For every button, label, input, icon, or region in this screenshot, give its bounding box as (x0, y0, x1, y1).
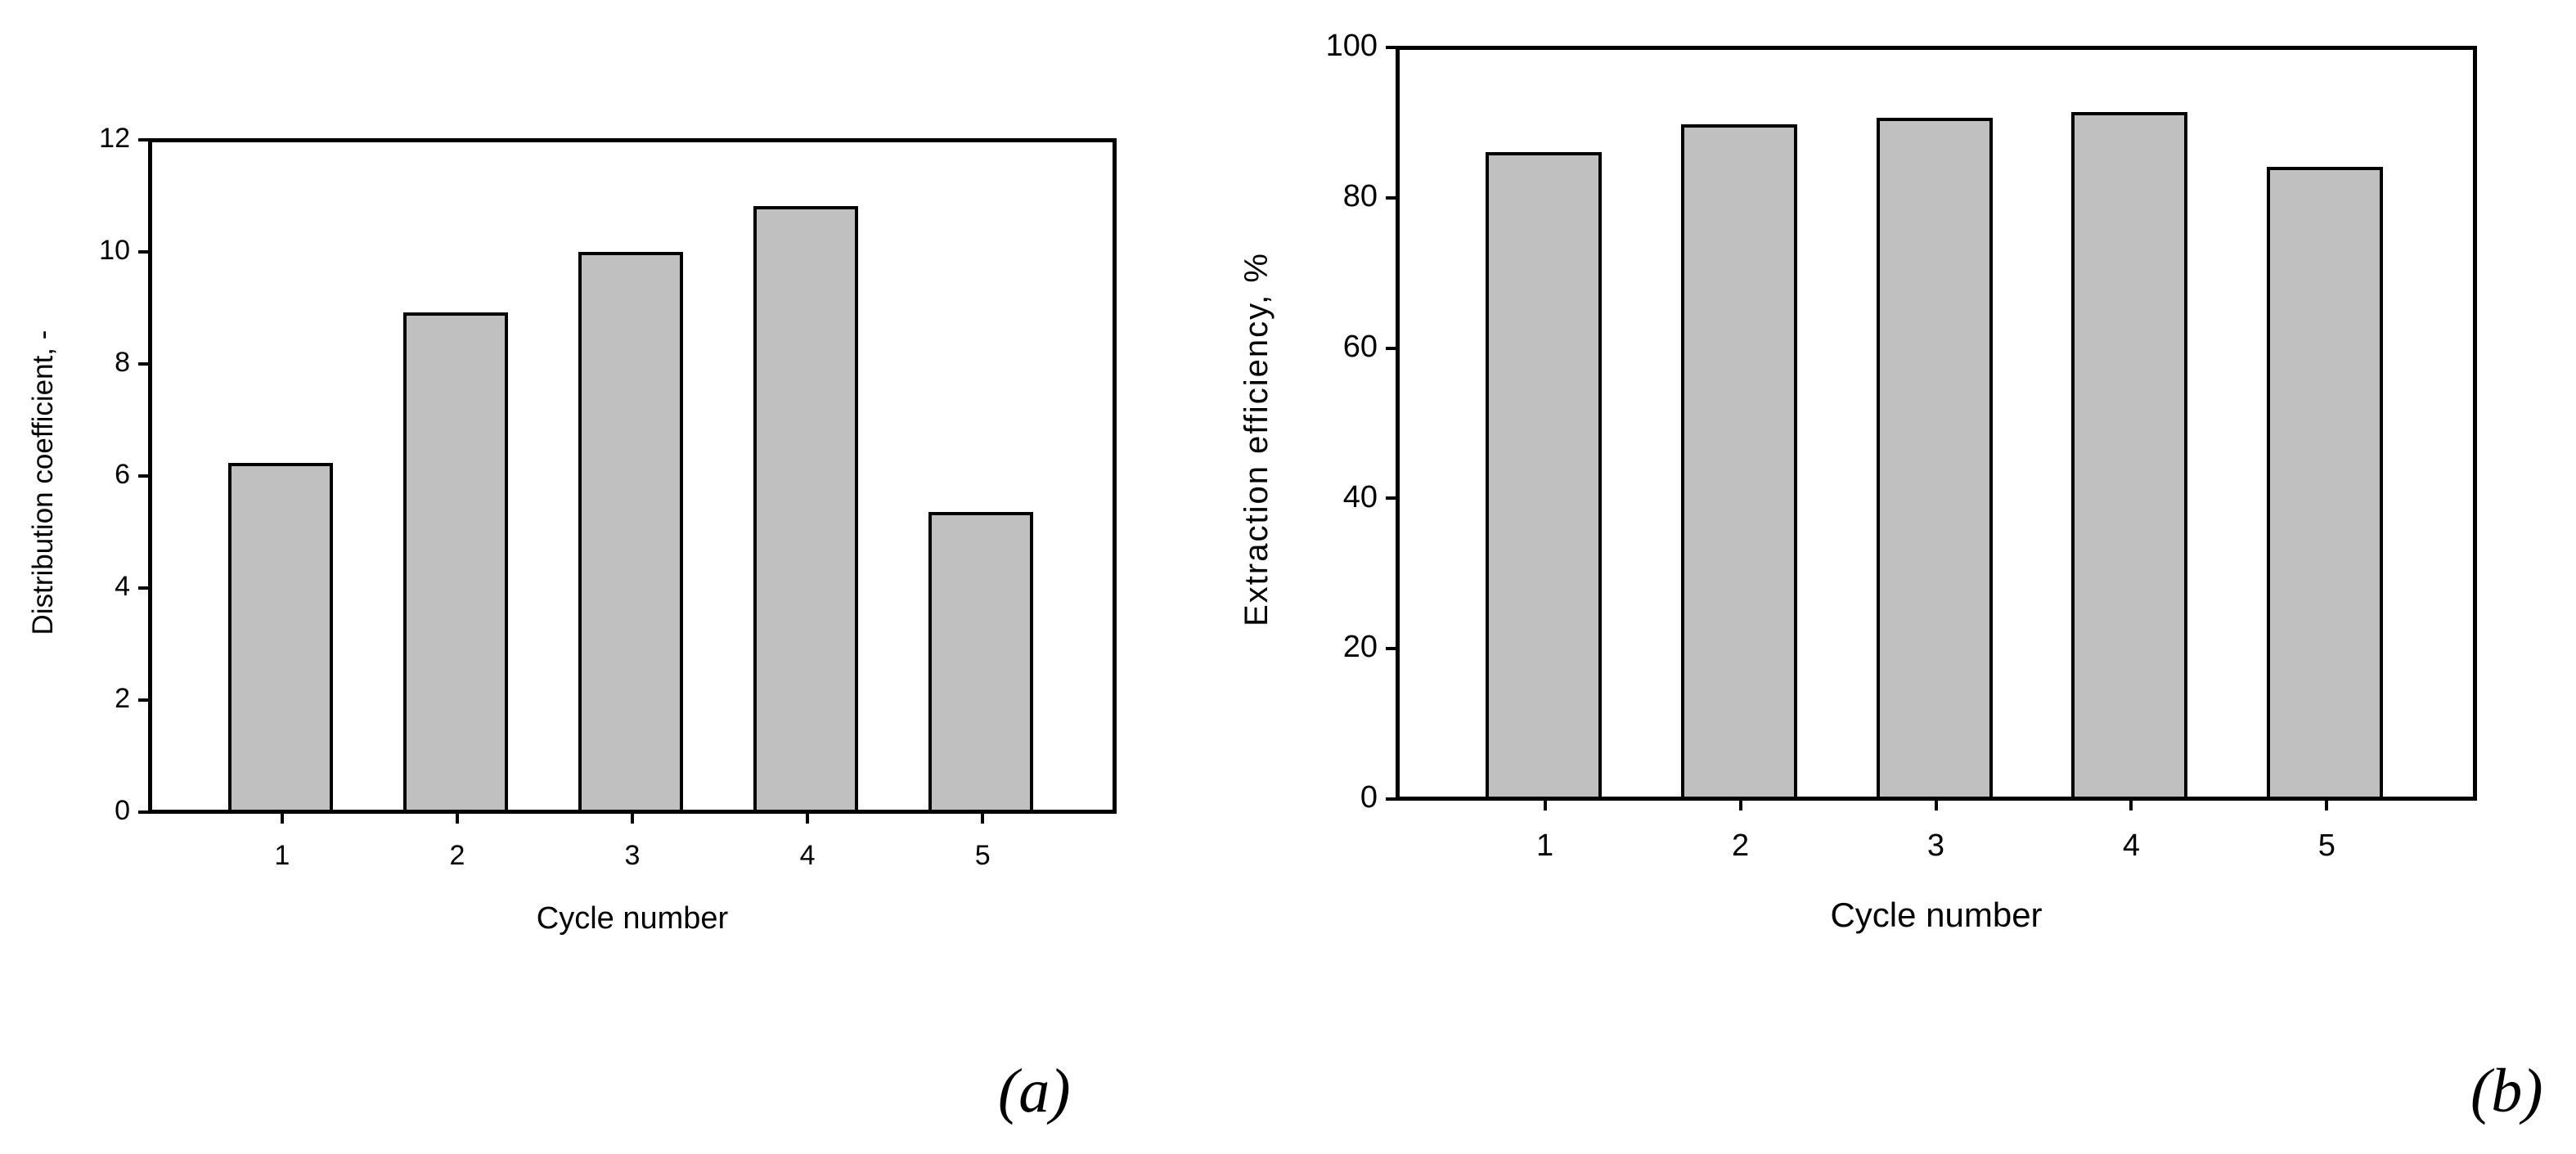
y-tick-mark (138, 698, 151, 702)
bar-cycle-1 (227, 462, 333, 814)
bar-cycle-4 (2071, 112, 2188, 801)
x-tick-label: 3 (624, 840, 641, 871)
y-tick-label: 80 (1342, 178, 1378, 213)
x-tick-label: 4 (2122, 828, 2140, 863)
y-tick-mark (138, 138, 151, 141)
x-tick-label: 1 (274, 840, 290, 871)
y-tick-label: 20 (1342, 630, 1378, 665)
x-tick-mark (2129, 799, 2133, 810)
x-tick-mark (1738, 799, 1742, 810)
x-tick-mark (280, 812, 284, 824)
bar-cycle-3 (578, 251, 683, 814)
y-tick-mark (138, 810, 151, 814)
x-tick-label: 2 (1731, 828, 1750, 863)
x-tick-mark (2325, 799, 2329, 810)
bar-cycle-5 (2267, 167, 2384, 801)
y-tick-label: 0 (1360, 780, 1378, 815)
bar-cycle-3 (1876, 117, 1993, 801)
bar-cycle-1 (1485, 151, 1602, 801)
x-tick-label: 2 (449, 840, 465, 871)
chart-b-frame (1396, 46, 2477, 801)
chart-a-plot-area (148, 138, 1117, 814)
y-tick-mark (138, 586, 151, 590)
y-tick-mark (1386, 496, 1399, 501)
y-tick-label: 10 (99, 235, 130, 267)
y-tick-mark (138, 250, 151, 254)
bar-cycle-2 (1680, 123, 1797, 801)
y-tick-mark (1386, 797, 1399, 801)
y-tick-label: 4 (115, 571, 130, 603)
x-tick-mark (1543, 799, 1547, 810)
x-tick-label: 3 (1926, 828, 1945, 863)
chart-b-plot-area (1396, 46, 2477, 801)
bar-cycle-4 (753, 206, 859, 814)
y-tick-label: 8 (115, 347, 130, 379)
chart-a-panel-label: (a) (998, 1057, 1071, 1125)
x-tick-label: 5 (2318, 828, 2335, 863)
x-tick-mark (981, 812, 985, 824)
chart-b-y-axis-title: Extraction efficiency, % (1239, 252, 1275, 626)
chart-a-x-axis-title: Cycle number (536, 901, 729, 936)
y-tick-label: 2 (115, 683, 130, 715)
x-tick-mark (806, 812, 810, 824)
y-tick-mark (1386, 46, 1399, 49)
y-tick-label: 100 (1325, 29, 1378, 64)
x-tick-label: 4 (799, 840, 816, 871)
x-tick-mark (1934, 799, 1938, 810)
chart-b-x-axis-title: Cycle number (1830, 896, 2043, 934)
y-tick-mark (1386, 647, 1399, 651)
x-tick-mark (631, 812, 634, 824)
y-tick-label: 12 (99, 123, 130, 155)
bar-cycle-2 (402, 312, 508, 814)
chart-b-panel-label: (b) (2470, 1057, 2543, 1125)
x-tick-mark (455, 812, 459, 824)
y-tick-mark (1386, 346, 1399, 350)
y-tick-label: 60 (1342, 329, 1378, 364)
y-tick-label: 0 (115, 795, 130, 827)
y-tick-mark (138, 474, 151, 478)
y-tick-mark (138, 362, 151, 366)
x-tick-label: 1 (1536, 828, 1554, 863)
y-tick-label: 40 (1342, 479, 1378, 514)
x-tick-label: 5 (974, 840, 991, 871)
bar-cycle-5 (928, 511, 1034, 814)
y-tick-mark (1386, 195, 1399, 200)
y-tick-label: 6 (115, 459, 130, 491)
